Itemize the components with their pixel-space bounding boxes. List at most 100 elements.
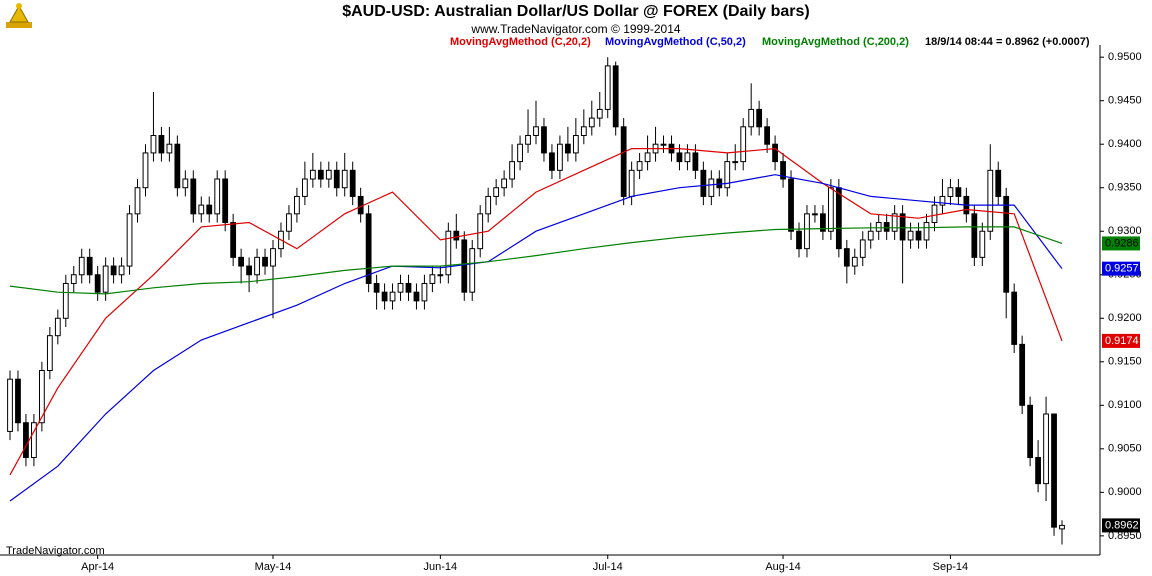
- candle-body: [102, 265, 109, 293]
- candle-body: [126, 213, 133, 267]
- candle-body: [405, 282, 412, 293]
- candle-body: [1027, 404, 1034, 459]
- candle-body: [381, 291, 388, 302]
- candle-body: [453, 230, 460, 241]
- candle-body: [891, 213, 898, 232]
- x-tick-label: Jun-14: [424, 561, 458, 573]
- candle-body: [923, 222, 930, 241]
- legend-entry: MovingAvgMethod (C,200,2): [762, 36, 909, 48]
- candle-body: [867, 230, 874, 241]
- y-tick-label: 0.9050: [1108, 443, 1142, 455]
- candle-body: [708, 178, 715, 197]
- candle-body: [421, 282, 428, 302]
- y-tick-label: 0.9500: [1108, 51, 1142, 63]
- candle-body: [955, 187, 962, 197]
- candle-body: [286, 213, 292, 232]
- candle-body: [429, 274, 436, 284]
- candle-body: [899, 213, 906, 241]
- y-tick-label: 0.9100: [1108, 399, 1142, 411]
- candle-body: [214, 178, 221, 215]
- price-box-label: 0.9286: [1105, 237, 1139, 249]
- price-box: [1102, 261, 1140, 276]
- candle-body: [477, 213, 484, 250]
- candle-body: [1035, 457, 1041, 485]
- candle-body: [620, 126, 627, 197]
- candle-body: [517, 143, 523, 163]
- candle-body: [174, 143, 181, 189]
- candle-body: [612, 65, 619, 128]
- x-tick-label: Aug-14: [765, 561, 800, 573]
- y-tick-label: 0.9350: [1108, 182, 1142, 194]
- candle-body: [907, 230, 914, 241]
- candle-body: [748, 108, 755, 128]
- candle-body: [461, 239, 468, 293]
- candle-body: [86, 256, 93, 276]
- candle-body: [397, 282, 404, 293]
- candle-body: [238, 256, 245, 267]
- candle-body: [835, 187, 842, 250]
- candle-body: [246, 265, 252, 276]
- candle-body: [596, 108, 603, 119]
- candle-body: [660, 143, 667, 146]
- candle-body: [134, 187, 141, 215]
- candle-body: [796, 230, 802, 250]
- candle-body: [365, 213, 372, 284]
- candle-body: [676, 152, 683, 163]
- candle-body: [883, 222, 890, 232]
- candle-body: [971, 213, 978, 258]
- candle-body: [230, 222, 237, 258]
- y-tick-label: 0.9300: [1108, 225, 1142, 237]
- candle-body: [827, 187, 834, 232]
- candle-body: [413, 291, 420, 302]
- candle-body: [142, 152, 149, 189]
- candle-body: [1051, 413, 1057, 528]
- price-box: [1102, 518, 1140, 533]
- candle-body: [70, 274, 77, 284]
- candle-body: [270, 248, 276, 267]
- candle-body: [979, 230, 986, 258]
- candle-body: [804, 213, 810, 250]
- y-tick-label: 0.8950: [1108, 530, 1142, 542]
- candle-body: [166, 143, 173, 154]
- y-tick-label: 0.9150: [1108, 356, 1142, 368]
- candle-body: [54, 317, 61, 337]
- moving-average-line: [9, 174, 1063, 502]
- candle-body: [110, 265, 117, 276]
- candle-body: [1059, 524, 1065, 530]
- candle-body: [78, 256, 85, 276]
- candle-body: [23, 422, 29, 459]
- candle-body: [389, 291, 396, 302]
- candle-body: [509, 161, 515, 180]
- candle-body: [756, 108, 763, 128]
- candle-body: [700, 169, 707, 197]
- price-box-label: 0.9257: [1105, 263, 1139, 275]
- y-tick-label: 0.9200: [1108, 312, 1142, 324]
- candle-body: [525, 135, 531, 145]
- candle-body: [341, 169, 348, 189]
- candle-body: [317, 169, 324, 180]
- candle-body: [7, 378, 13, 432]
- candle-body: [1043, 413, 1049, 485]
- price-box: [1102, 236, 1140, 251]
- candle-body: [931, 204, 938, 224]
- candle-body: [915, 230, 922, 241]
- price-box: [1102, 333, 1140, 348]
- candle-body: [198, 204, 205, 215]
- x-tick-label: Apr-14: [81, 561, 114, 573]
- y-tick-label: 0.9400: [1108, 138, 1142, 150]
- candle-body: [851, 256, 858, 267]
- candle-body: [501, 178, 508, 189]
- candle-body: [939, 195, 946, 206]
- candle-body: [724, 161, 731, 189]
- candle-body: [636, 161, 643, 171]
- candle-body: [764, 126, 771, 145]
- logo: [6, 3, 32, 28]
- candle-body: [947, 187, 954, 197]
- candle-body: [469, 248, 476, 293]
- candle-body: [222, 178, 229, 224]
- candle-body: [588, 117, 595, 128]
- candle-body: [732, 161, 739, 164]
- price-box-label: 0.9174: [1105, 335, 1139, 347]
- candle-body: [740, 126, 747, 163]
